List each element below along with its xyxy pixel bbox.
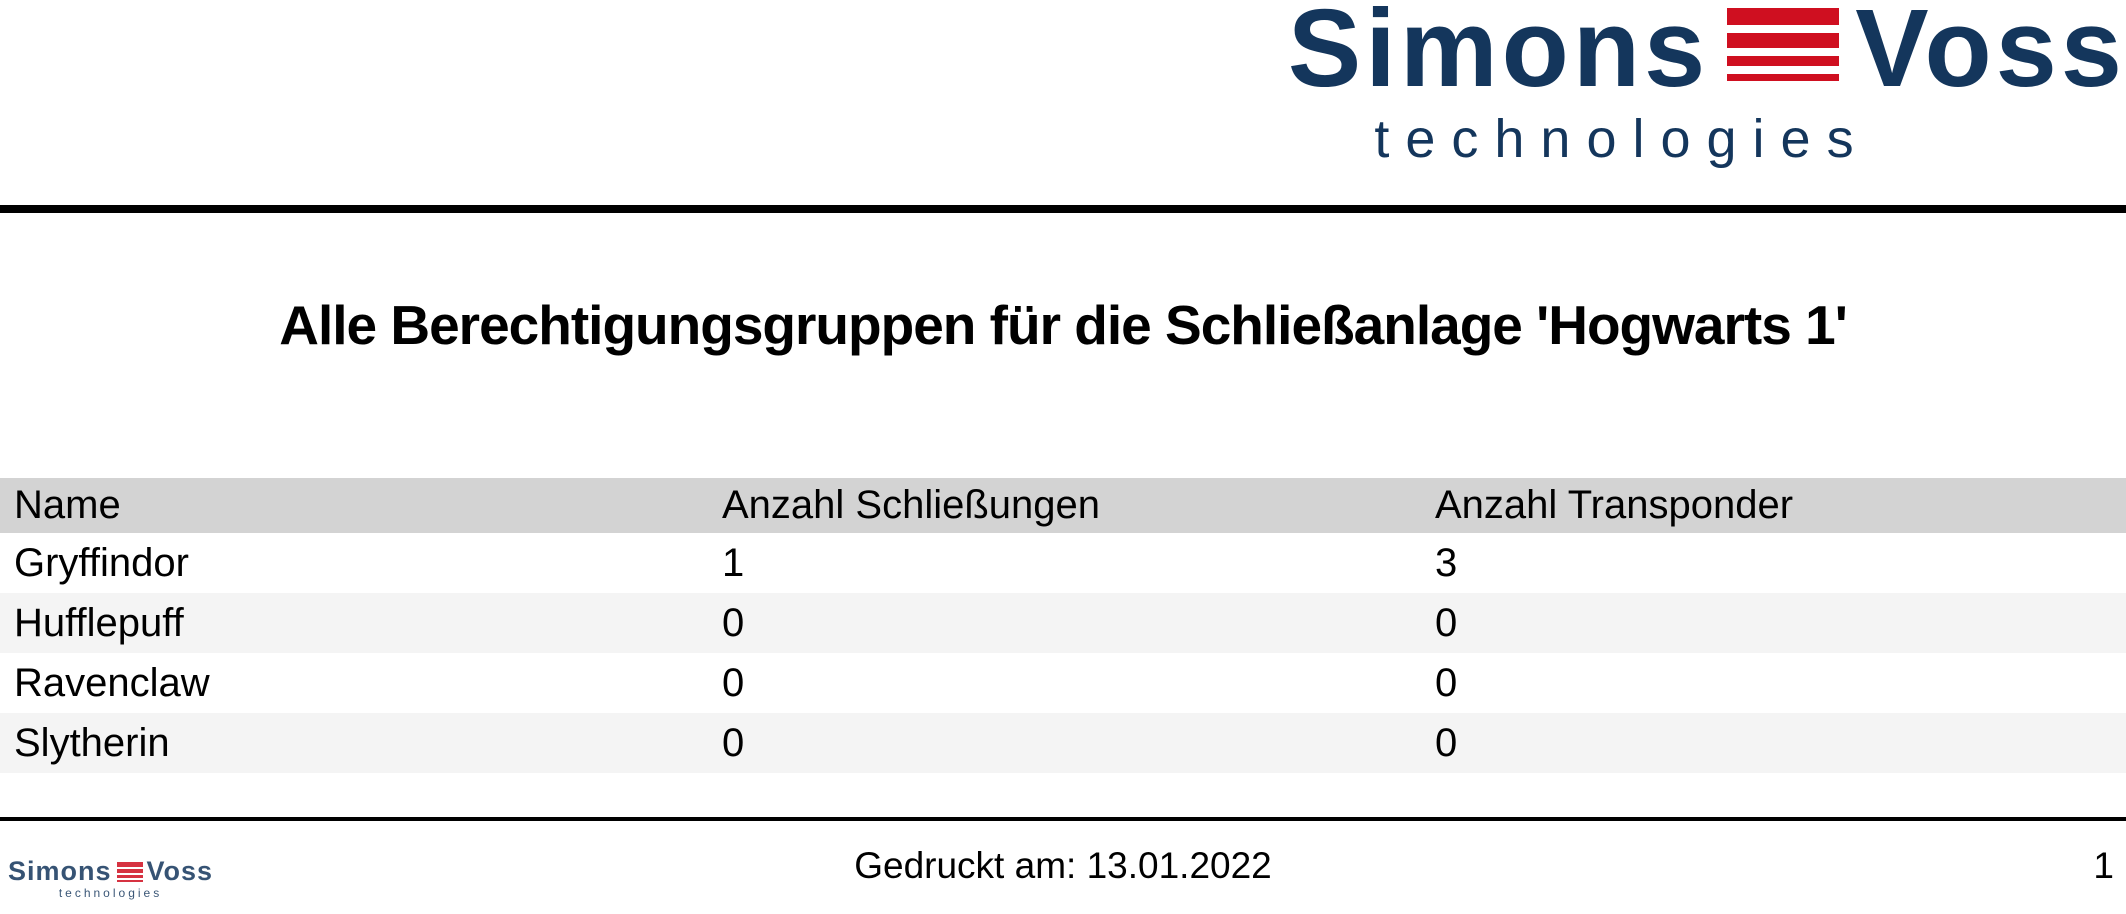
table-row: Gryffindor 1 3 <box>0 533 2126 593</box>
logo-stripes-icon <box>1727 8 1840 81</box>
table-header-row: Name Anzahl Schließungen Anzahl Transpon… <box>0 478 2126 533</box>
cell-name: Hufflepuff <box>14 600 184 645</box>
column-header-transponders: Anzahl Transponder <box>1435 483 1794 527</box>
page-number: 1 <box>2093 845 2114 886</box>
printed-date-label: Gedruckt am: 13.01.2022 <box>854 845 1272 886</box>
cell-transponders: 0 <box>1435 720 1458 765</box>
table-row: Hufflepuff 0 0 <box>0 593 2126 653</box>
column-header-name: Name <box>14 483 121 527</box>
footer-wordmark-simons: Simons <box>8 856 112 886</box>
cell-locks: 0 <box>722 600 745 645</box>
simonsvoss-footer-logo: Simons Voss technologies <box>8 858 213 900</box>
cell-locks: 0 <box>722 720 745 765</box>
simonsvoss-logo: Simons Voss technologies <box>1288 0 2126 166</box>
cell-locks: 1 <box>722 540 745 585</box>
cell-locks: 0 <box>722 660 745 705</box>
authorization-groups-table: Name Anzahl Schließungen Anzahl Transpon… <box>0 478 2126 773</box>
cell-transponders: 3 <box>1435 540 1458 585</box>
wordmark-voss: Voss <box>1855 0 2126 110</box>
simonsvoss-wordmark: Simons Voss <box>1288 0 2126 104</box>
wordmark-subtitle: technologies <box>1374 109 1870 169</box>
table-row: Slytherin 0 0 <box>0 713 2126 773</box>
cell-name: Ravenclaw <box>14 660 210 705</box>
cell-transponders: 0 <box>1435 660 1458 705</box>
footer-wordmark-voss: Voss <box>146 856 214 886</box>
wordmark-simons: Simons <box>1287 0 1710 110</box>
footer-wordmark-subtitle: technologies <box>58 886 163 900</box>
page-title: Alle Berechtigungsgruppen für die Schlie… <box>279 294 1848 356</box>
footer-logo-stripes-icon <box>116 862 143 882</box>
table-row: Ravenclaw 0 0 <box>0 653 2126 713</box>
header-divider <box>0 205 2126 213</box>
column-header-locks: Anzahl Schließungen <box>722 483 1101 527</box>
cell-name: Slytherin <box>14 720 170 765</box>
cell-name: Gryffindor <box>14 540 189 585</box>
footer-wordmark: Simons Voss <box>8 858 213 885</box>
cell-transponders: 0 <box>1435 600 1458 645</box>
footer-divider <box>0 817 2126 821</box>
